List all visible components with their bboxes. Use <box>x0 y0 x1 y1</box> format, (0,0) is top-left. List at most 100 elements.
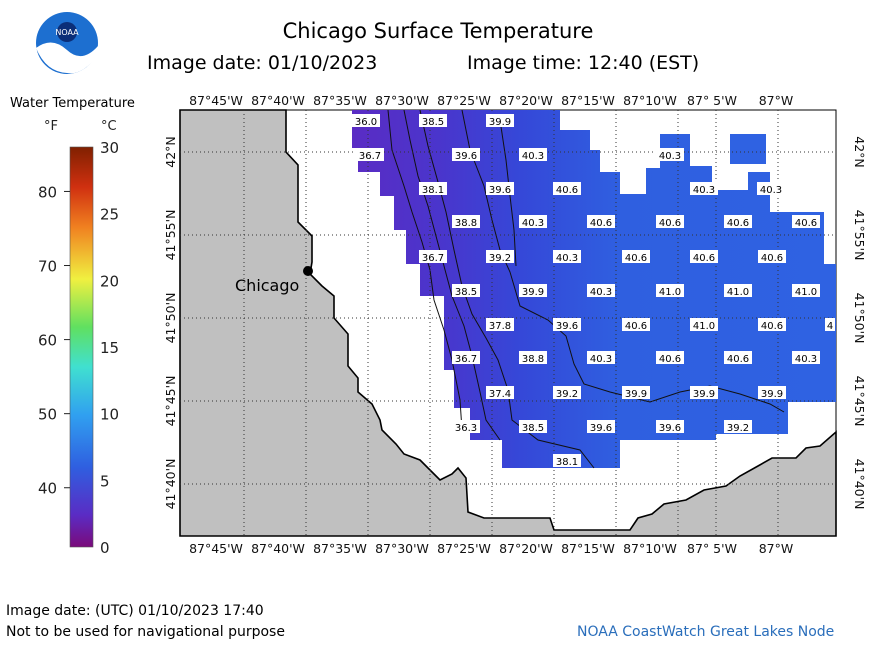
legend-c-tick: 30 <box>100 140 119 157</box>
legend-c-tick: 25 <box>100 206 119 224</box>
latitude-label: 41°40'N <box>163 459 178 510</box>
svg-text:38.5: 38.5 <box>422 117 444 128</box>
svg-text:36.0: 36.0 <box>355 117 377 128</box>
temperature-value: 39.6 <box>587 420 615 434</box>
svg-text:39.2: 39.2 <box>727 423 749 434</box>
svg-text:40.6: 40.6 <box>625 253 647 264</box>
temperature-value: 39.2 <box>553 386 581 400</box>
water-patch-east <box>730 134 766 164</box>
longitude-label: 87°30'W <box>375 541 429 556</box>
temperature-value: 38.8 <box>519 351 547 365</box>
credit: NOAA CoastWatch Great Lakes Node <box>577 624 835 640</box>
svg-text:40.3: 40.3 <box>693 185 715 196</box>
temperature-value: 40.3 <box>792 351 820 365</box>
svg-text:38.5: 38.5 <box>455 287 477 298</box>
legend-c-tick: 0 <box>100 539 110 557</box>
svg-text:39.6: 39.6 <box>590 423 612 434</box>
temperature-value: 39.9 <box>622 386 650 400</box>
svg-text:39.6: 39.6 <box>556 321 578 332</box>
temperature-value: 39.9 <box>486 114 514 128</box>
temperature-value: 38.1 <box>419 182 447 196</box>
temperature-value: 41.0 <box>724 284 752 298</box>
svg-text:40.3: 40.3 <box>760 185 782 196</box>
temperature-value: 40.3 <box>757 182 785 196</box>
temperature-value: 39.2 <box>486 250 514 264</box>
temperature-value: 36.3 <box>452 420 480 434</box>
svg-text:36.7: 36.7 <box>422 253 444 264</box>
svg-text:39.6: 39.6 <box>489 185 511 196</box>
svg-text:37.4: 37.4 <box>489 389 511 400</box>
svg-text:40.6: 40.6 <box>761 321 783 332</box>
temperature-value: 39.9 <box>758 386 786 400</box>
temperature-value: 38.1 <box>553 454 581 468</box>
svg-text:40.3: 40.3 <box>556 253 578 264</box>
temperature-value: 37.8 <box>486 318 514 332</box>
legend-f-tick: 80 <box>38 183 57 201</box>
temperature-value: 40.3 <box>553 250 581 264</box>
svg-text:41.0: 41.0 <box>659 287 681 298</box>
temperature-value: 39.6 <box>486 182 514 196</box>
temperature-value: 41.0 <box>690 318 718 332</box>
temperature-value: 40.6 <box>758 250 786 264</box>
latitude-labels-right: 42°N 41°55'N 41°50'N 41°45'N 41°40'N <box>852 136 867 509</box>
longitude-label: 87°25'W <box>437 541 491 556</box>
svg-text:39.9: 39.9 <box>625 389 647 400</box>
temperature-value: 40.3 <box>587 284 615 298</box>
temperature-value: 40.6 <box>792 215 820 229</box>
temperature-value: 40.6 <box>553 182 581 196</box>
svg-text:40.3: 40.3 <box>522 151 544 162</box>
legend-c-tick: 10 <box>100 406 119 424</box>
latitude-label: 41°50'N <box>163 293 178 344</box>
svg-text:39.2: 39.2 <box>489 253 511 264</box>
temperature-value: 40.3 <box>519 148 547 162</box>
longitude-label: 87°10'W <box>623 541 677 556</box>
temperature-value: 39.6 <box>656 420 684 434</box>
temperature-value: 40.3 <box>519 215 547 229</box>
temperature-value: 40.6 <box>656 215 684 229</box>
longitude-label: 87° 5'W <box>687 541 737 556</box>
temperature-value: 40.3 <box>690 182 718 196</box>
svg-text:40.6: 40.6 <box>795 218 817 229</box>
temperature-value: 36.7 <box>452 351 480 365</box>
temperature-value: 39.6 <box>452 148 480 162</box>
latitude-label: 41°55'N <box>163 210 178 261</box>
longitude-label: 87°15'W <box>561 541 615 556</box>
temperature-value: 4 <box>825 318 835 332</box>
legend-f-tick: 40 <box>38 480 57 498</box>
svg-text:36.3: 36.3 <box>455 423 477 434</box>
longitude-labels-top: 87°45'W 87°40'W 87°35'W 87°30'W 87°25'W 87°20… <box>189 93 793 108</box>
map-title: Chicago Surface Temperature <box>282 19 594 43</box>
svg-text:39.9: 39.9 <box>522 287 544 298</box>
latitude-label: 41°50'N <box>852 293 867 344</box>
svg-text:39.6: 39.6 <box>659 423 681 434</box>
longitude-label: 87°W <box>759 93 794 108</box>
svg-text:38.1: 38.1 <box>556 457 578 468</box>
latitude-label: 41°45'N <box>163 376 178 427</box>
temperature-labels: 36.0 38.5 39.9 36.7 39.6 40.3 40.3 38.1 39.6 40.6… <box>352 114 835 468</box>
legend-c-tick: 20 <box>100 272 119 290</box>
temperature-value: 39.9 <box>690 386 718 400</box>
legend-unit-f: °F <box>44 119 58 134</box>
longitude-label: 87°40'W <box>251 93 305 108</box>
temperature-value: 40.6 <box>758 318 786 332</box>
svg-text:40.6: 40.6 <box>625 321 647 332</box>
longitude-label: 87°W <box>759 541 794 556</box>
svg-text:40.6: 40.6 <box>556 185 578 196</box>
latitude-label: 42°N <box>852 136 867 168</box>
svg-text:41.0: 41.0 <box>693 321 715 332</box>
svg-text:36.7: 36.7 <box>455 354 477 365</box>
legend-unit-c: °C <box>101 119 117 134</box>
longitude-label: 87°20'W <box>499 93 553 108</box>
svg-text:39.2: 39.2 <box>556 389 578 400</box>
svg-text:41.0: 41.0 <box>795 287 817 298</box>
latitude-labels-left: 42°N 41°55'N 41°50'N 41°45'N 41°40'N <box>163 136 178 509</box>
longitude-label: 87°10'W <box>623 93 677 108</box>
temperature-value: 37.4 <box>486 386 514 400</box>
svg-text:40.3: 40.3 <box>659 151 681 162</box>
legend-c-tick: 15 <box>100 339 119 357</box>
chicago-label: Chicago <box>235 276 299 295</box>
longitude-label: 87° 5'W <box>687 93 737 108</box>
longitude-label: 87°30'W <box>375 93 429 108</box>
svg-text:38.5: 38.5 <box>522 423 544 434</box>
